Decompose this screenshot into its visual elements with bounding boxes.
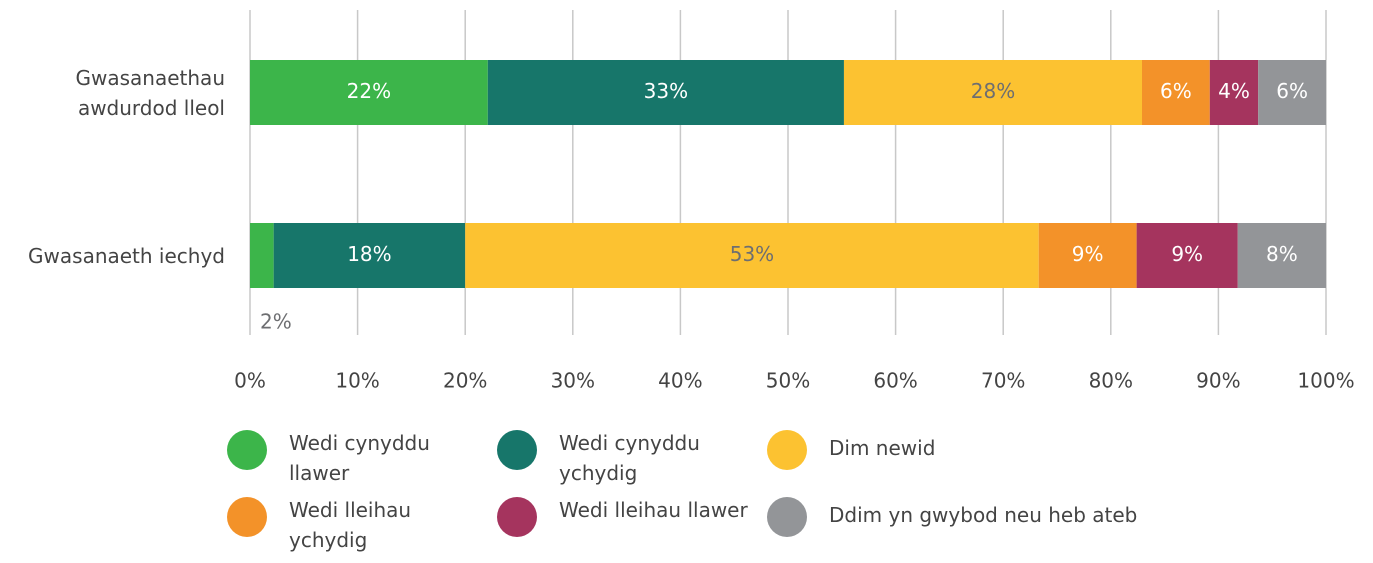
legend-swatch bbox=[497, 430, 537, 470]
value-label: 6% bbox=[1160, 79, 1192, 103]
legend-label: Ddim yn gwybod neu heb ateb bbox=[829, 503, 1138, 527]
bar-segment bbox=[1136, 223, 1238, 288]
legend-label: Wedi lleihau ychydig bbox=[289, 498, 412, 552]
legend-item: Wedi lleihau ychydig bbox=[227, 495, 489, 555]
x-tick-label: 70% bbox=[981, 369, 1025, 393]
legend-swatch bbox=[227, 497, 267, 537]
x-tick-label: 80% bbox=[1089, 369, 1133, 393]
x-tick-label: 90% bbox=[1196, 369, 1240, 393]
legend-item: Ddim yn gwybod neu heb ateb bbox=[767, 495, 1159, 537]
x-tick-label: 10% bbox=[335, 369, 379, 393]
bar-segment bbox=[1038, 223, 1137, 288]
bar-segment bbox=[843, 60, 1143, 125]
bar-segment bbox=[250, 223, 274, 288]
x-tick-label: 30% bbox=[551, 369, 595, 393]
x-tick-label: 20% bbox=[443, 369, 487, 393]
legend-item: Dim newid bbox=[767, 428, 1129, 470]
value-label: 9% bbox=[1072, 242, 1104, 266]
bar-segment bbox=[1142, 60, 1210, 125]
value-label: 9% bbox=[1171, 242, 1203, 266]
legend-item: Wedi lleihau llawer bbox=[497, 495, 759, 537]
value-label: 6% bbox=[1276, 79, 1308, 103]
value-label: 22% bbox=[347, 79, 391, 103]
x-tick-label: 40% bbox=[658, 369, 702, 393]
y-tick-label: Gwasanaethau awdurdod lleol bbox=[75, 65, 225, 120]
bar-segment bbox=[465, 223, 1039, 288]
value-label: 33% bbox=[644, 79, 688, 103]
x-tick-label: 100% bbox=[1297, 369, 1354, 393]
legend-swatch bbox=[227, 430, 267, 470]
x-tick-label: 0% bbox=[234, 369, 266, 393]
bar-segment bbox=[1237, 223, 1326, 288]
bar-segment bbox=[250, 60, 488, 125]
legend-label: Wedi cynyddu llawer bbox=[289, 431, 430, 485]
value-label: 8% bbox=[1266, 242, 1298, 266]
legend-swatch bbox=[767, 497, 807, 537]
y-tick-label: Gwasanaeth iechyd bbox=[28, 243, 225, 268]
x-tick-label: 50% bbox=[766, 369, 810, 393]
legend-label: Dim newid bbox=[829, 436, 936, 460]
bar-segment bbox=[1209, 60, 1259, 125]
legend-item: Wedi cynyddu ychydig bbox=[497, 428, 759, 488]
bar-segment bbox=[273, 223, 466, 288]
value-label: 53% bbox=[730, 242, 774, 266]
value-label: 4% bbox=[1218, 79, 1250, 103]
bar-segment bbox=[1258, 60, 1326, 125]
legend-swatch bbox=[767, 430, 807, 470]
value-label: 28% bbox=[971, 79, 1015, 103]
bar-segment bbox=[487, 60, 844, 125]
value-label: 18% bbox=[347, 242, 391, 266]
x-tick-label: 60% bbox=[873, 369, 917, 393]
legend-swatch bbox=[497, 497, 537, 537]
value-label: 2% bbox=[260, 310, 292, 334]
legend-label: Wedi lleihau llawer bbox=[559, 498, 748, 522]
legend-item: Wedi cynyddu llawer bbox=[227, 428, 489, 488]
legend-label: Wedi cynyddu ychydig bbox=[559, 431, 700, 485]
